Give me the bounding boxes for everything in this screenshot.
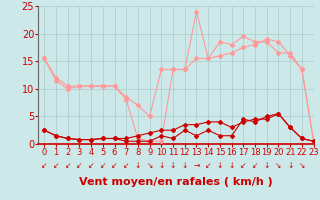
Text: ↓: ↓ [170,161,176,170]
X-axis label: Vent moyen/en rafales ( km/h ): Vent moyen/en rafales ( km/h ) [79,177,273,187]
Text: ↙: ↙ [41,161,47,170]
Text: ↓: ↓ [287,161,293,170]
Text: ↘: ↘ [299,161,305,170]
Text: ↙: ↙ [65,161,71,170]
Text: ↓: ↓ [181,161,188,170]
Text: ↘: ↘ [275,161,282,170]
Text: ↙: ↙ [252,161,258,170]
Text: ↙: ↙ [100,161,106,170]
Text: ↙: ↙ [76,161,83,170]
Text: ↙: ↙ [53,161,59,170]
Text: ↓: ↓ [264,161,270,170]
Text: ↙: ↙ [123,161,129,170]
Text: ↓: ↓ [135,161,141,170]
Text: ↓: ↓ [217,161,223,170]
Text: ↓: ↓ [228,161,235,170]
Text: ↙: ↙ [240,161,246,170]
Text: ↙: ↙ [88,161,94,170]
Text: →: → [193,161,200,170]
Text: ↙: ↙ [111,161,118,170]
Text: ↘: ↘ [147,161,153,170]
Text: ↙: ↙ [205,161,212,170]
Text: ↓: ↓ [158,161,164,170]
